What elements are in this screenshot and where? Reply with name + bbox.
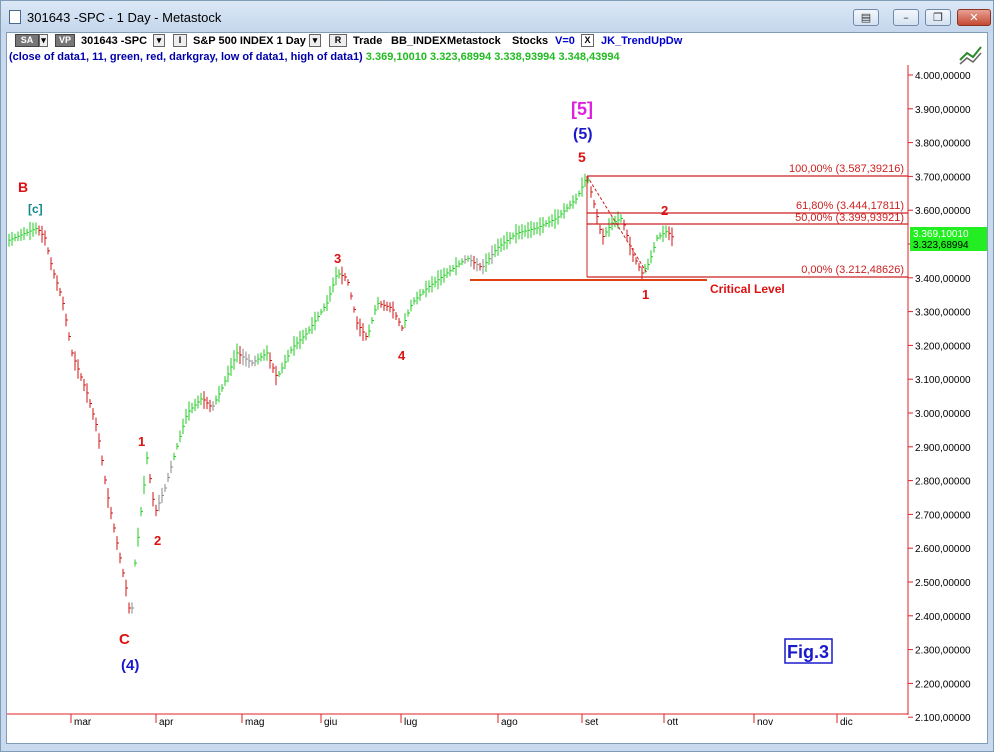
window-icon <box>9 10 21 24</box>
wave-2-low-label: 2 <box>154 533 161 548</box>
wave-labels: [5] (5) 5 B [c] C (4) 1 2 3 4 1 2 <box>18 99 668 674</box>
price-axis-label: 3.300,00000 <box>915 308 971 319</box>
time-axis-label: ott <box>667 717 678 728</box>
time-axis-label: ago <box>501 717 518 728</box>
chart-area[interactable]: SA ▾ VP 301643 -SPC ▾ I S&P 500 INDEX 1 … <box>6 32 988 744</box>
minimize-button[interactable]: – <box>893 9 919 26</box>
study-parameters: (close of data1, 11, green, red, darkgra… <box>9 51 620 63</box>
symbol-dropdown[interactable]: ▾ <box>153 34 165 47</box>
last-price-bottom: 3.323,68994 <box>913 240 969 251</box>
price-bars <box>8 173 674 614</box>
stocks-label: Stocks <box>512 35 549 47</box>
fib-50-label: 50,00% (3.399,93921) <box>795 212 904 224</box>
price-axis-label: 2.100,00000 <box>915 713 971 724</box>
fib-trend-line[interactable] <box>586 175 648 274</box>
price-axis-label: 2.500,00000 <box>915 578 971 589</box>
fib-100-label: 100,00% (3.587,39216) <box>789 163 904 175</box>
study-name: JK_TrendUpDw <box>601 35 683 47</box>
figure-label: Fig.3 <box>787 642 829 662</box>
wave-5-paren-label: (5) <box>573 126 593 143</box>
price-axis-label: 2.800,00000 <box>915 477 971 488</box>
trade-label: Trade <box>353 35 383 47</box>
study-value-1: 3.369,10010 <box>365 51 427 63</box>
exchange-label: BB_INDEX <box>391 35 447 47</box>
price-axis-label: 2.200,00000 <box>915 679 971 690</box>
price-chart[interactable]: 4.000,00000 3.900,00000 3.800,00000 3.700,0… <box>7 33 987 743</box>
time-axis-label: mag <box>245 717 264 728</box>
time-axis-label: nov <box>757 717 773 728</box>
provider-label: Metastock <box>447 35 501 47</box>
price-axis-label: 3.700,00000 <box>915 172 971 183</box>
restore-button[interactable]: ❐ <box>925 9 951 26</box>
sa-dropdown-arrow[interactable]: ▾ <box>39 34 48 47</box>
price-axis-labels: 4.000,00000 3.900,00000 3.800,00000 3.700,0… <box>908 71 971 724</box>
price-axis-label: 2.700,00000 <box>915 510 971 521</box>
wave-5-bracket-label: [5] <box>571 99 593 119</box>
vp-button[interactable]: VP <box>55 34 75 47</box>
wave-1-low-label: 1 <box>138 434 145 449</box>
wave-3-label: 3 <box>334 251 341 266</box>
window-title: 301643 -SPC - 1 Day - Metastock <box>27 10 222 25</box>
wave-1-right-label: 1 <box>642 287 649 302</box>
last-price-top: 3.369,10010 <box>913 229 969 240</box>
volume-label: V=0 <box>555 35 575 47</box>
wave-4-label: 4 <box>398 348 406 363</box>
critical-level-label: Critical Level <box>710 282 785 296</box>
close-study-button[interactable]: X <box>581 34 594 47</box>
price-axis-label: 3.600,00000 <box>915 206 971 217</box>
price-axis-label: 3.900,00000 <box>915 105 971 116</box>
study-value-3: 3.338,93994 <box>494 51 556 63</box>
time-axis-labels: mar apr mag giu lug ago set ott nov dic <box>70 714 853 728</box>
wave-2-right-label: 2 <box>661 203 668 218</box>
study-params-text: (close of data1, 11, green, red, darkgra… <box>9 51 363 63</box>
fib-618-label: 61,80% (3.444,17811) <box>796 200 904 212</box>
time-axis-label: apr <box>159 717 174 728</box>
sa-dropdown[interactable]: SA <box>15 34 39 47</box>
fib-0-label: 0,00% (3.212,48626) <box>801 264 904 276</box>
toolbox-button[interactable]: ▤ <box>853 9 879 26</box>
wave-c-bracket-label: [c] <box>28 202 43 216</box>
trendline-tool-icon[interactable] <box>959 46 982 65</box>
price-axis-label: 3.200,00000 <box>915 341 971 352</box>
price-axis-label: 4.000,00000 <box>915 71 971 82</box>
wave-5-label: 5 <box>578 149 586 165</box>
price-axis-label: 3.100,00000 <box>915 375 971 386</box>
close-button[interactable]: ✕ <box>957 9 991 26</box>
wave-b-label: B <box>18 179 28 195</box>
price-axis-label: 3.800,00000 <box>915 139 971 150</box>
price-axis-label: 2.900,00000 <box>915 443 971 454</box>
time-axis-label: mar <box>74 717 92 728</box>
price-axis-label: 3.000,00000 <box>915 409 971 420</box>
symbol-label: 301643 -SPC <box>81 35 148 47</box>
fibonacci-tool[interactable]: 100,00% (3.587,39216) 61,80% (3.444,1781… <box>586 163 908 278</box>
time-axis-label: lug <box>404 717 417 728</box>
instrument-label: S&P 500 INDEX 1 Day <box>193 35 306 47</box>
last-price-marker <box>910 227 987 251</box>
price-axis-label: 2.400,00000 <box>915 612 971 623</box>
chart-toolbar: SA ▾ VP 301643 -SPC ▾ I S&P 500 INDEX 1 … <box>7 33 987 50</box>
price-axis-label: 3.400,00000 <box>915 274 971 285</box>
figure-label-box <box>784 638 833 664</box>
price-axis-label: 2.300,00000 <box>915 646 971 657</box>
title-bar[interactable]: 301643 -SPC - 1 Day - Metastock ▤ – ❐ ✕ <box>1 1 993 33</box>
study-value-4: 3.348,43994 <box>558 51 620 63</box>
interval-button[interactable]: I <box>173 34 187 47</box>
r-button[interactable]: R <box>329 34 347 47</box>
study-value-2: 3.323,68994 <box>430 51 492 63</box>
wave-c-label: C <box>119 631 130 648</box>
time-axis-label: dic <box>840 717 853 728</box>
wave-4-paren-label: (4) <box>121 657 139 674</box>
time-axis-label: giu <box>324 717 337 728</box>
time-axis-label: set <box>585 717 599 728</box>
instrument-dropdown[interactable]: ▾ <box>309 34 321 47</box>
price-axis-label: 2.600,00000 <box>915 544 971 555</box>
